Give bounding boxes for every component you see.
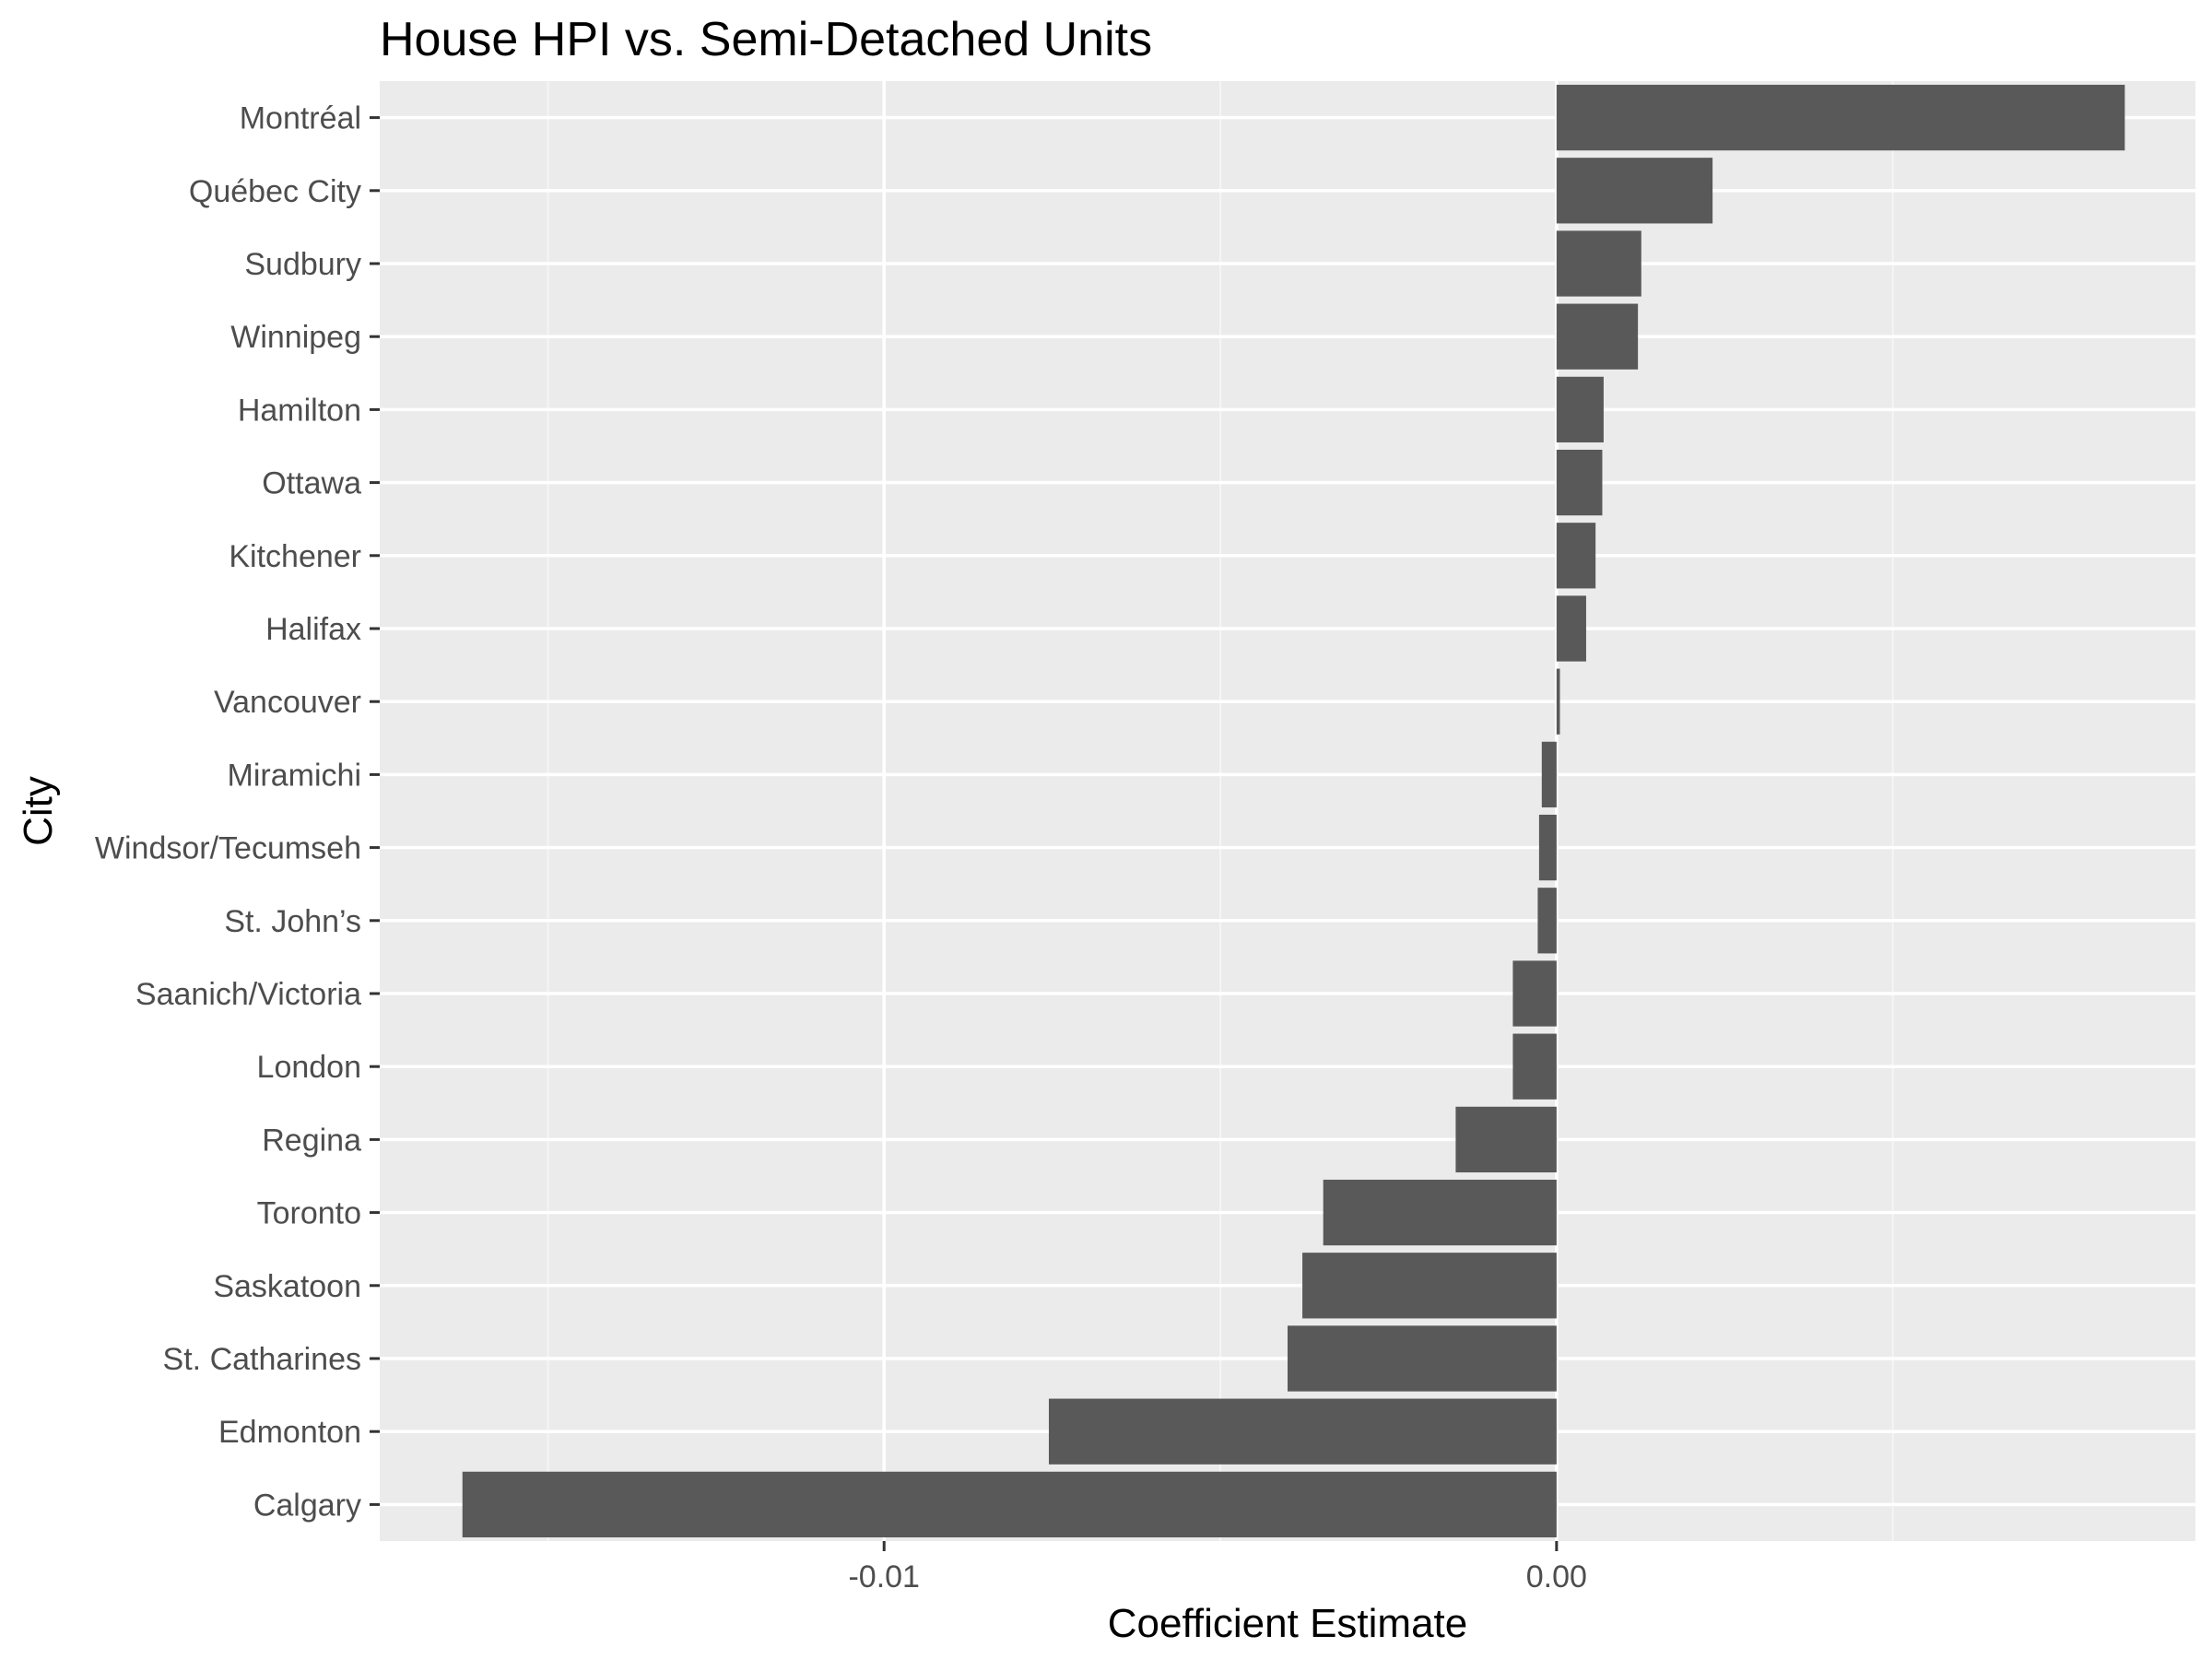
bar [1556, 595, 1586, 662]
bar [1048, 1398, 1557, 1465]
y-tick-label: Regina [262, 1123, 361, 1158]
chart-title: House HPI vs. Semi-Detached Units [380, 13, 1152, 66]
bar [1556, 230, 1641, 297]
y-tick-label: Kitchener [229, 539, 361, 574]
x-tick-label: 0.00 [1526, 1559, 1587, 1594]
bar [1556, 449, 1603, 516]
x-axis-title: Coefficient Estimate [1108, 1601, 1467, 1646]
major-gridlines [380, 81, 2195, 1541]
bar [1556, 84, 2125, 151]
bar [1538, 814, 1557, 881]
bar [1556, 303, 1639, 370]
y-tick-label: Edmonton [218, 1415, 361, 1450]
y-tick-label: Montréal [240, 101, 361, 136]
bar [1302, 1253, 1557, 1319]
bar [1288, 1325, 1557, 1392]
y-tick-label: Saanich/Victoria [135, 977, 361, 1012]
y-tick-label: Saskatoon [213, 1269, 361, 1304]
y-tick-label: St. John’s [224, 904, 361, 939]
y-axis-title: City [16, 776, 61, 846]
y-tick-label: Québec City [189, 174, 361, 209]
bar [1556, 523, 1596, 589]
bar [1541, 741, 1557, 808]
y-tick-label: Vancouver [214, 685, 361, 720]
bar [1323, 1179, 1557, 1246]
y-tick-label: Windsor/Tecumseh [95, 831, 361, 866]
y-tick-label: London [257, 1050, 361, 1085]
y-tick-label: Miramichi [228, 758, 361, 793]
bar [1556, 376, 1604, 443]
y-tick-label: Calgary [253, 1488, 361, 1523]
y-tick-label: Toronto [257, 1196, 361, 1231]
minor-gridlines [547, 81, 1894, 1541]
bars-group [462, 84, 2125, 1538]
y-tick-label: Ottawa [262, 466, 361, 501]
y-tick-label: St. Catharines [163, 1342, 361, 1377]
y-tick-label: Halifax [265, 612, 361, 647]
bar [1556, 158, 1713, 224]
bar [1537, 888, 1557, 954]
plot-panel [380, 81, 2195, 1541]
bar [1455, 1106, 1557, 1173]
y-tick-label: Sudbury [244, 247, 361, 282]
x-axis-ticks: -0.01 0.00 [848, 1541, 1587, 1594]
y-tick-label: Winnipeg [230, 320, 361, 355]
bar [1512, 1033, 1557, 1100]
y-tick-label: Hamilton [238, 393, 361, 428]
bar [1556, 668, 1560, 735]
bar [462, 1471, 1557, 1538]
bar [1512, 960, 1557, 1027]
y-axis-ticks: Montréal Québec City Sudbury Winnipeg Hamilt… [95, 101, 380, 1523]
x-tick-label: -0.01 [848, 1559, 920, 1594]
